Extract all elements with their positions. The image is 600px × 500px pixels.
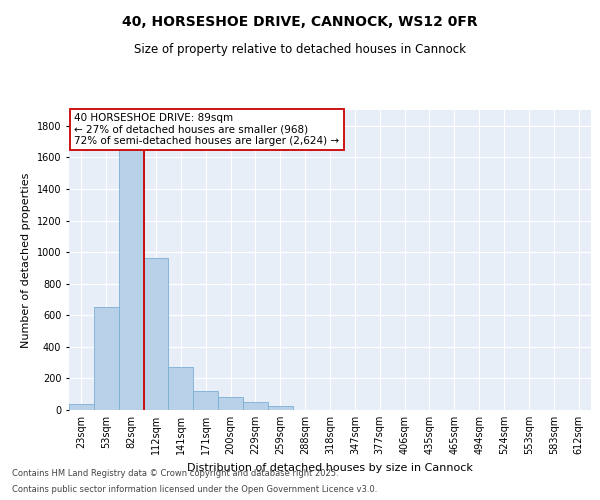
Bar <box>218 396 243 410</box>
Text: Size of property relative to detached houses in Cannock: Size of property relative to detached ho… <box>134 42 466 56</box>
Text: 40 HORSESHOE DRIVE: 89sqm
← 27% of detached houses are smaller (968)
72% of semi: 40 HORSESHOE DRIVE: 89sqm ← 27% of detac… <box>74 113 340 146</box>
Text: 40, HORSESHOE DRIVE, CANNOCK, WS12 0FR: 40, HORSESHOE DRIVE, CANNOCK, WS12 0FR <box>122 15 478 29</box>
Bar <box>119 138 143 410</box>
Bar <box>69 404 94 410</box>
Bar <box>143 258 169 410</box>
Bar <box>94 308 119 410</box>
Bar <box>243 402 268 410</box>
Bar <box>193 391 218 410</box>
Text: Contains public sector information licensed under the Open Government Licence v3: Contains public sector information licen… <box>12 485 377 494</box>
Bar <box>268 406 293 410</box>
X-axis label: Distribution of detached houses by size in Cannock: Distribution of detached houses by size … <box>187 462 473 472</box>
Bar <box>169 368 193 410</box>
Text: Contains HM Land Registry data © Crown copyright and database right 2025.: Contains HM Land Registry data © Crown c… <box>12 468 338 477</box>
Y-axis label: Number of detached properties: Number of detached properties <box>21 172 31 348</box>
